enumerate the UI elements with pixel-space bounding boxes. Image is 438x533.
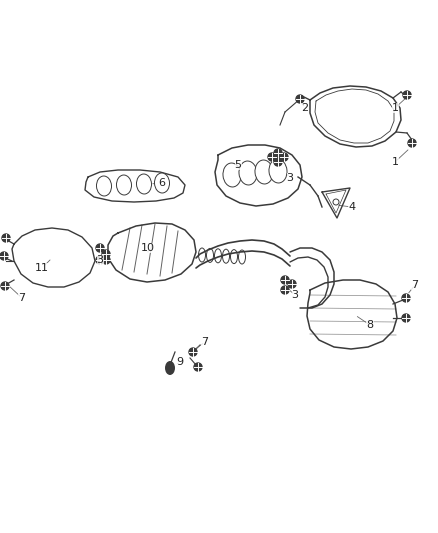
Ellipse shape — [96, 176, 112, 196]
Text: 7: 7 — [201, 337, 208, 347]
Circle shape — [281, 286, 289, 294]
Circle shape — [96, 244, 104, 252]
Circle shape — [102, 250, 110, 258]
Circle shape — [281, 276, 289, 284]
Text: 3: 3 — [286, 173, 293, 183]
Circle shape — [274, 149, 282, 157]
Text: 8: 8 — [367, 320, 374, 330]
Ellipse shape — [269, 159, 287, 183]
Circle shape — [1, 282, 9, 290]
Ellipse shape — [165, 361, 175, 375]
Text: 11: 11 — [35, 263, 49, 273]
Text: 7: 7 — [18, 293, 25, 303]
Text: 10: 10 — [141, 243, 155, 253]
Circle shape — [102, 256, 110, 264]
Ellipse shape — [117, 175, 131, 195]
Text: 2: 2 — [301, 103, 308, 113]
Text: 3: 3 — [292, 290, 299, 300]
Circle shape — [402, 294, 410, 302]
Circle shape — [268, 153, 276, 161]
Ellipse shape — [137, 174, 152, 194]
Text: 4: 4 — [349, 202, 356, 212]
Circle shape — [0, 252, 8, 260]
Circle shape — [194, 363, 202, 371]
Circle shape — [296, 95, 304, 103]
Text: 7: 7 — [411, 280, 419, 290]
Circle shape — [274, 158, 282, 166]
Circle shape — [96, 256, 104, 264]
Circle shape — [189, 348, 197, 356]
Ellipse shape — [155, 173, 170, 193]
Circle shape — [402, 314, 410, 322]
Text: 6: 6 — [159, 178, 166, 188]
Ellipse shape — [239, 161, 257, 185]
Circle shape — [288, 280, 296, 288]
Circle shape — [403, 91, 411, 99]
Ellipse shape — [255, 160, 273, 184]
Text: 1: 1 — [392, 157, 399, 167]
Circle shape — [280, 153, 288, 161]
Circle shape — [2, 234, 10, 242]
Text: 3: 3 — [96, 255, 103, 265]
Ellipse shape — [223, 163, 241, 187]
Circle shape — [408, 139, 416, 147]
Text: 9: 9 — [177, 357, 184, 367]
Ellipse shape — [333, 199, 339, 205]
Text: 5: 5 — [234, 160, 241, 170]
Text: 1: 1 — [392, 103, 399, 113]
